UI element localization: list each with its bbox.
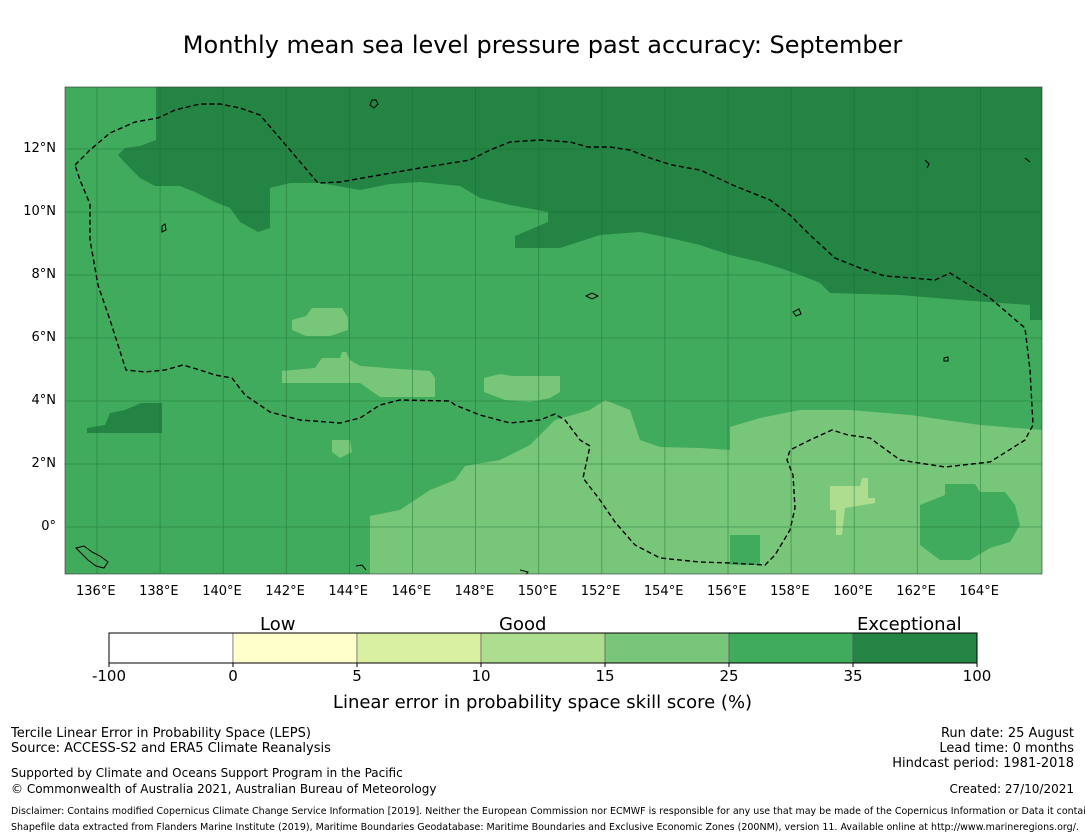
colorbar-tick-label: 0 bbox=[228, 667, 238, 685]
lon-label: 136°E bbox=[76, 584, 116, 599]
lat-label: 0° bbox=[41, 519, 56, 534]
footer-disclaimer: Disclaimer: Contains modified Copernicus… bbox=[11, 806, 1085, 817]
region-good-south bbox=[370, 400, 1042, 574]
lat-label: 6°N bbox=[31, 330, 57, 345]
map-frame bbox=[64, 86, 1043, 575]
colorbar-tick-label: 100 bbox=[962, 667, 992, 685]
region-exceptional-sw bbox=[87, 403, 162, 433]
colorbar-frame bbox=[108, 632, 978, 664]
colorbar-segment bbox=[108, 632, 234, 664]
colorbar-segment bbox=[480, 632, 606, 664]
lat-label: 4°N bbox=[31, 393, 57, 408]
footer-method: Tercile Linear Error in Probability Spac… bbox=[11, 726, 311, 741]
region-patch-2 bbox=[920, 484, 1020, 560]
lon-label: 140°E bbox=[202, 584, 242, 599]
colorbar-label-low: Low bbox=[260, 614, 296, 635]
colorbar-segment bbox=[728, 632, 854, 664]
colorbar-segment bbox=[604, 632, 730, 664]
lat-label: 2°N bbox=[31, 456, 57, 471]
map-area bbox=[65, 87, 1042, 574]
region-good-mid3 bbox=[484, 374, 560, 402]
lon-label: 138°E bbox=[139, 584, 179, 599]
footer-created: Created: 27/10/2021 bbox=[949, 782, 1074, 796]
lon-label: 156°E bbox=[707, 584, 747, 599]
footer-lead-time: Lead time: 0 months bbox=[939, 741, 1074, 756]
region-patch-1 bbox=[730, 535, 760, 565]
colorbar-tick-label: 35 bbox=[843, 667, 863, 685]
lon-label: 144°E bbox=[328, 584, 368, 599]
region-patch-3 bbox=[830, 478, 875, 535]
footer-copyright: © Commonwealth of Australia 2021, Austra… bbox=[11, 782, 437, 796]
colorbar-tick-label: 5 bbox=[352, 667, 362, 685]
region-good-mid4 bbox=[332, 440, 352, 458]
colorbar-tick-label: -100 bbox=[91, 667, 127, 685]
lon-label: 162°E bbox=[896, 584, 936, 599]
footer-run-date: Run date: 25 August bbox=[940, 726, 1074, 741]
eez-boundary bbox=[74, 103, 1034, 566]
footer-hindcast: Hindcast period: 1981-2018 bbox=[892, 756, 1074, 771]
colorbar-label-exceptional: Exceptional bbox=[857, 614, 962, 635]
lon-label: 160°E bbox=[833, 584, 873, 599]
lat-label: 10°N bbox=[23, 204, 56, 219]
lon-label: 152°E bbox=[580, 584, 621, 599]
region-good-mid2 bbox=[292, 308, 348, 336]
coastlines bbox=[75, 99, 1031, 575]
lon-label: 142°E bbox=[265, 584, 305, 599]
lon-label: 148°E bbox=[454, 584, 495, 599]
lon-label: 154°E bbox=[643, 584, 684, 599]
lon-label: 158°E bbox=[770, 584, 810, 599]
lon-label: 146°E bbox=[391, 584, 432, 599]
footer-support: Supported by Climate and Oceans Support … bbox=[11, 766, 403, 780]
footer-source: Source: ACCESS-S2 and ERA5 Climate Reana… bbox=[11, 741, 331, 756]
lon-label: 164°E bbox=[959, 584, 999, 599]
lat-label: 8°N bbox=[31, 267, 57, 282]
colorbar-tick-label: 25 bbox=[719, 667, 739, 685]
colorbar-label-good: Good bbox=[499, 614, 547, 635]
lon-label: 150°E bbox=[517, 584, 558, 599]
colorbar-segment bbox=[356, 632, 482, 664]
colorbar bbox=[108, 632, 978, 667]
colorbar-tick-label: 10 bbox=[471, 667, 491, 685]
gridlines bbox=[65, 87, 1042, 574]
colorbar-title: Linear error in probability space skill … bbox=[332, 692, 753, 713]
region-good-middle bbox=[282, 352, 435, 397]
colorbar-tick-label: 15 bbox=[595, 667, 615, 685]
chart-title: Monthly mean sea level pressure past acc… bbox=[182, 31, 903, 59]
lat-label: 12°N bbox=[23, 141, 56, 156]
footer-shapefile-credit: Shapefile data extracted from Flanders M… bbox=[11, 822, 1079, 833]
colorbar-segment bbox=[852, 632, 978, 664]
colorbar-segment bbox=[232, 632, 358, 664]
